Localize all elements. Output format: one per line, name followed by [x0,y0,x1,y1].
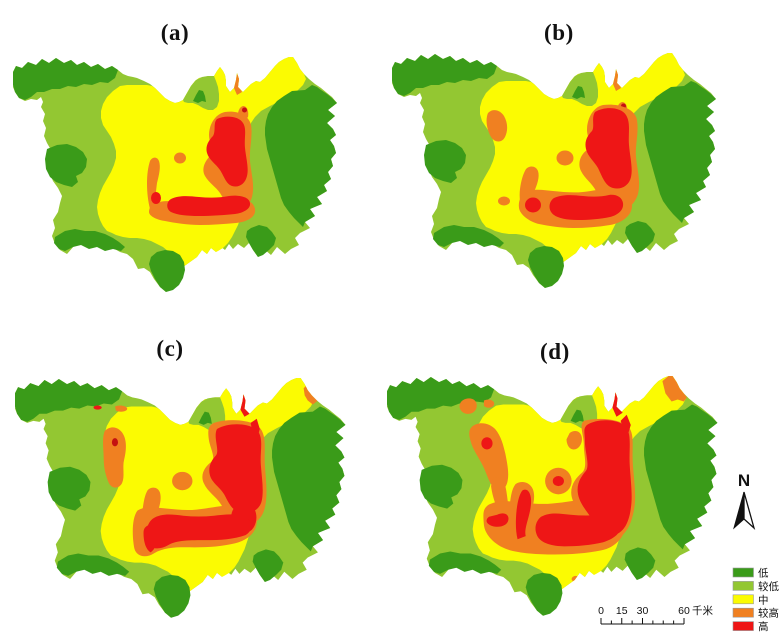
svg-text:(c): (c) [156,336,183,361]
svg-text:N: N [738,471,750,490]
svg-text:0: 0 [598,605,604,617]
svg-text:(d): (d) [540,339,570,364]
svg-text:较低: 较低 [758,580,779,593]
svg-text:高: 高 [758,620,769,633]
svg-text:30: 30 [637,605,649,617]
svg-text:较高: 较高 [758,607,779,620]
svg-text:千米: 千米 [692,604,713,617]
svg-text:中: 中 [758,593,769,606]
svg-text:(a): (a) [161,20,190,45]
svg-text:(b): (b) [544,20,574,45]
svg-text:60: 60 [678,605,690,617]
svg-text:15: 15 [616,605,628,617]
svg-text:低: 低 [758,567,769,580]
